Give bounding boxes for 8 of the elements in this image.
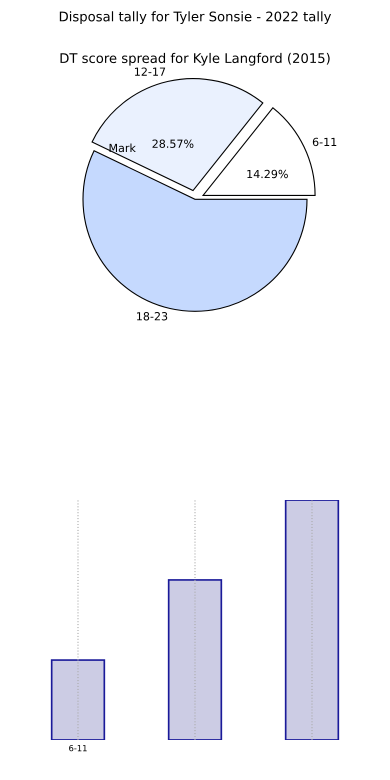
- text: Mark: [110, 144, 136, 152]
- chart-title: Disposal tally for Tyler Sonsie - 2022 tally: [60, 11, 332, 24]
- data-label: 14.29%: [247, 170, 288, 178]
- slice-label: 6-11: [312, 138, 336, 146]
- data-label: 28.57%: [152, 140, 194, 148]
- chart-title: DT score spread for Kyle Langford (2015): [60, 52, 330, 66]
- slice-label: 12-17: [134, 67, 166, 76]
- slice-label: 18-23: [137, 312, 168, 320]
